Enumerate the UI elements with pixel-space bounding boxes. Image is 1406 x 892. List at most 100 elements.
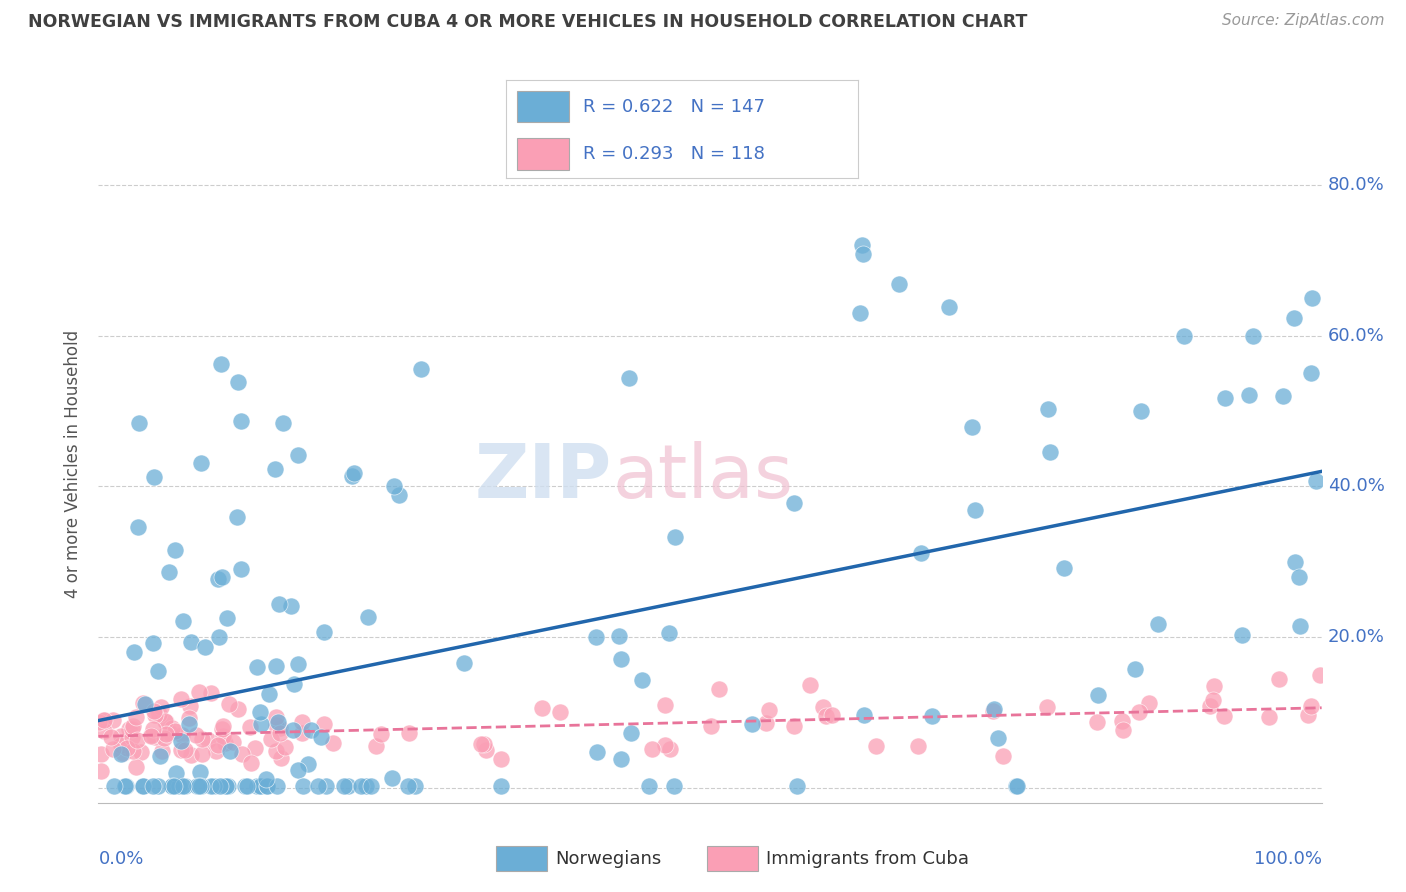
Point xyxy=(142,704,165,718)
Point xyxy=(981,704,1004,718)
Point xyxy=(530,701,553,715)
Point xyxy=(207,572,229,586)
Text: ZIP: ZIP xyxy=(475,441,612,514)
Point xyxy=(179,711,201,725)
Text: 100.0%: 100.0% xyxy=(1254,850,1322,868)
FancyBboxPatch shape xyxy=(707,846,758,871)
Point xyxy=(287,763,309,777)
Point xyxy=(127,519,149,533)
Point xyxy=(700,718,723,732)
Point xyxy=(174,742,197,756)
Point xyxy=(254,772,277,786)
Point xyxy=(131,779,153,793)
Point xyxy=(269,721,291,735)
Point xyxy=(122,645,145,659)
Point xyxy=(240,756,263,771)
Point xyxy=(186,779,208,793)
Point xyxy=(157,565,180,579)
Point xyxy=(100,731,122,745)
Point xyxy=(491,752,513,766)
Point xyxy=(246,779,269,793)
Point xyxy=(287,657,309,672)
Point xyxy=(190,779,212,793)
Point xyxy=(585,630,607,644)
Point xyxy=(134,697,156,711)
Point xyxy=(250,779,273,793)
Text: R = 0.293   N = 118: R = 0.293 N = 118 xyxy=(583,145,765,163)
Point xyxy=(475,743,498,757)
Point xyxy=(180,748,202,763)
Point xyxy=(315,779,337,793)
Point xyxy=(159,726,181,740)
Point xyxy=(1237,388,1260,402)
Point xyxy=(1241,328,1264,343)
Point xyxy=(249,779,271,793)
Point xyxy=(283,677,305,691)
Point xyxy=(1053,560,1076,574)
Point xyxy=(214,779,236,793)
Point xyxy=(821,708,844,723)
Point xyxy=(453,656,475,670)
Point xyxy=(93,713,115,727)
Point xyxy=(188,765,211,780)
Point xyxy=(103,779,125,793)
Point xyxy=(219,744,242,758)
Point xyxy=(291,725,314,739)
Point xyxy=(110,730,132,744)
Point xyxy=(654,738,676,752)
Point xyxy=(187,779,209,793)
Point xyxy=(381,772,404,786)
Point xyxy=(180,635,202,649)
Point xyxy=(170,733,193,747)
Point xyxy=(960,420,983,434)
Point xyxy=(143,470,166,484)
Point xyxy=(93,713,115,727)
Point xyxy=(336,779,359,793)
Text: 0.0%: 0.0% xyxy=(98,850,143,868)
Point xyxy=(741,717,763,731)
Point xyxy=(610,751,633,765)
Point xyxy=(1258,710,1281,724)
Point xyxy=(197,733,219,747)
Text: 40.0%: 40.0% xyxy=(1327,477,1385,495)
Text: atlas: atlas xyxy=(612,441,793,514)
Point xyxy=(187,685,209,699)
Point xyxy=(148,706,170,721)
Point xyxy=(1202,693,1225,707)
Point xyxy=(194,640,217,654)
Point xyxy=(354,779,377,793)
Point xyxy=(280,599,302,614)
Point xyxy=(382,479,405,493)
Point xyxy=(291,715,314,730)
Point xyxy=(93,724,115,739)
Point xyxy=(907,739,929,753)
Point xyxy=(122,719,145,733)
Point xyxy=(142,636,165,650)
Point xyxy=(343,466,366,480)
Point xyxy=(111,747,134,761)
Point xyxy=(90,747,112,762)
Point xyxy=(226,702,249,716)
Point xyxy=(169,692,191,706)
Point xyxy=(851,238,873,252)
Point xyxy=(360,779,382,793)
Point xyxy=(246,660,269,674)
Point xyxy=(202,779,225,793)
Point xyxy=(205,744,228,758)
Point xyxy=(263,462,285,476)
Point xyxy=(211,723,233,737)
Point xyxy=(333,779,356,793)
Point xyxy=(617,371,640,385)
Point xyxy=(664,531,686,545)
Point xyxy=(179,698,201,713)
Point xyxy=(184,728,207,742)
Point xyxy=(264,658,287,673)
Point xyxy=(370,727,392,741)
Point xyxy=(1301,699,1323,714)
Point xyxy=(155,726,177,740)
Point xyxy=(118,722,141,736)
Point xyxy=(783,719,806,733)
Point xyxy=(388,487,411,501)
Point xyxy=(470,737,492,751)
Point xyxy=(1309,668,1331,682)
